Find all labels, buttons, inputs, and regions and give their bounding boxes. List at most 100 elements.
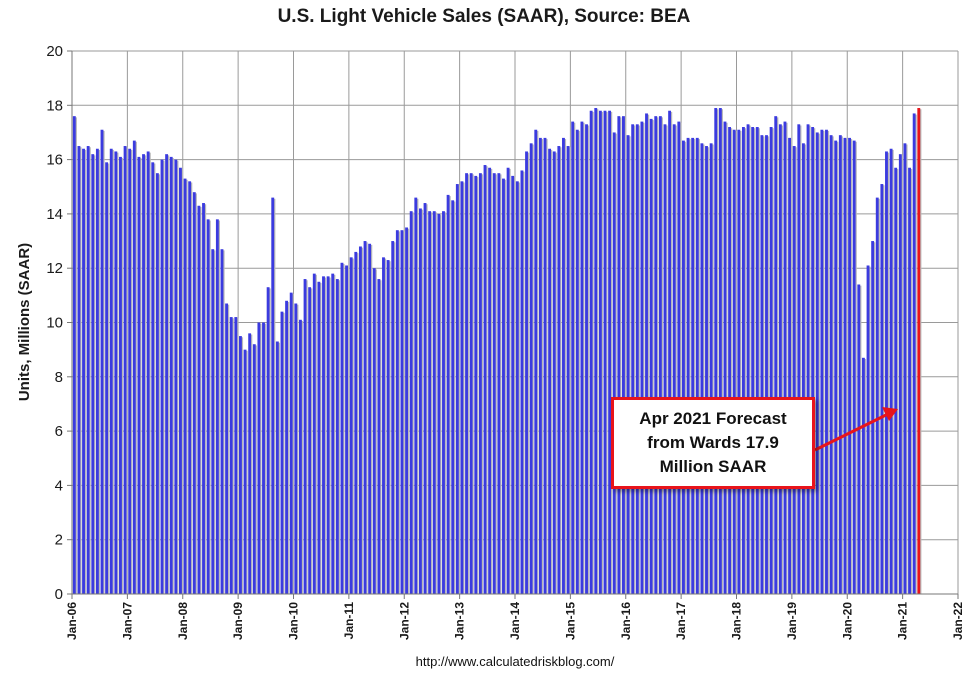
bar bbox=[585, 124, 588, 595]
bar bbox=[714, 108, 718, 594]
bar bbox=[266, 287, 270, 594]
bar bbox=[165, 154, 169, 595]
x-tick-label: Jan-20 bbox=[840, 602, 854, 640]
bar bbox=[372, 268, 376, 594]
bar bbox=[525, 151, 528, 594]
bar bbox=[571, 121, 575, 594]
bar bbox=[603, 110, 607, 594]
bar bbox=[95, 148, 99, 595]
bar bbox=[543, 137, 547, 594]
bar bbox=[488, 167, 492, 594]
bar bbox=[612, 132, 616, 594]
bar bbox=[871, 241, 875, 595]
bar bbox=[377, 279, 381, 594]
y-tick-label: 20 bbox=[46, 43, 63, 60]
bar bbox=[506, 167, 510, 594]
bar bbox=[442, 211, 445, 594]
bar bbox=[146, 151, 150, 594]
bar bbox=[345, 265, 348, 594]
bar bbox=[668, 110, 672, 594]
bar bbox=[368, 243, 372, 594]
bar bbox=[852, 140, 856, 594]
bar bbox=[898, 154, 902, 595]
bar bbox=[478, 173, 482, 595]
y-tick-label: 12 bbox=[46, 260, 63, 277]
x-tick-label: Jan-11 bbox=[342, 602, 356, 640]
bar bbox=[778, 124, 782, 595]
bar bbox=[672, 124, 676, 595]
bar bbox=[275, 341, 279, 594]
bar bbox=[705, 146, 708, 594]
source-url: http://www.calculatedriskblog.com/ bbox=[415, 654, 615, 669]
bar bbox=[765, 135, 768, 595]
bar bbox=[760, 135, 764, 595]
bar bbox=[423, 203, 427, 595]
annotation-arrow bbox=[814, 407, 898, 452]
bar bbox=[825, 129, 828, 595]
bar bbox=[806, 124, 810, 595]
bar bbox=[741, 127, 745, 595]
bar bbox=[875, 197, 879, 595]
bar bbox=[640, 121, 644, 594]
bar bbox=[298, 319, 302, 594]
x-tick-label: Jan-13 bbox=[453, 602, 467, 640]
bar bbox=[649, 118, 653, 594]
bar bbox=[502, 178, 505, 595]
bar bbox=[538, 137, 542, 594]
bar bbox=[386, 260, 390, 594]
bar bbox=[119, 156, 122, 594]
bar bbox=[769, 127, 773, 595]
bar bbox=[160, 159, 164, 594]
bar bbox=[529, 143, 533, 594]
x-tick-labels: Jan-06 Jan-07 Jan-08 Jan-09 Jan-10 Jan-11 Jan-… bbox=[65, 602, 965, 640]
bar bbox=[151, 162, 155, 594]
bar bbox=[77, 146, 81, 594]
bar bbox=[202, 203, 205, 595]
bar bbox=[474, 175, 478, 594]
x-tick-label: Jan-18 bbox=[730, 602, 744, 640]
bar bbox=[497, 173, 501, 595]
bar bbox=[155, 173, 159, 595]
y-axis-label: Units, Millions (SAAR) bbox=[16, 243, 33, 401]
x-tick-label: Jan-12 bbox=[397, 602, 411, 640]
bar bbox=[589, 110, 593, 594]
x-tick-label: Jan-09 bbox=[231, 602, 245, 640]
bar bbox=[686, 137, 690, 594]
bar bbox=[562, 137, 565, 594]
bar bbox=[635, 124, 639, 595]
arrow-head bbox=[882, 407, 898, 421]
bar bbox=[137, 156, 141, 594]
bar bbox=[511, 175, 515, 594]
bar bbox=[446, 194, 450, 594]
bar bbox=[428, 211, 432, 594]
bar bbox=[663, 124, 667, 595]
bar bbox=[354, 251, 358, 594]
bar bbox=[622, 116, 625, 594]
bar bbox=[751, 127, 755, 595]
y-tick-label: 10 bbox=[46, 315, 63, 332]
bar bbox=[774, 116, 778, 594]
bar bbox=[123, 146, 127, 594]
bar bbox=[252, 344, 256, 594]
bar bbox=[580, 121, 584, 594]
bar bbox=[86, 146, 90, 594]
bar bbox=[737, 129, 741, 595]
bar bbox=[732, 129, 736, 595]
bar bbox=[418, 208, 422, 594]
bar bbox=[395, 230, 399, 594]
bar bbox=[658, 116, 662, 594]
bar bbox=[723, 121, 727, 594]
bar bbox=[142, 154, 145, 595]
bar bbox=[432, 211, 436, 594]
bar bbox=[192, 192, 196, 594]
bar bbox=[645, 113, 648, 594]
bar bbox=[188, 181, 192, 594]
bar bbox=[382, 257, 385, 594]
bar bbox=[414, 197, 418, 595]
bar bbox=[566, 146, 570, 594]
bar bbox=[728, 127, 732, 595]
bar bbox=[552, 151, 556, 594]
bar bbox=[294, 303, 298, 594]
y-tick-label: 4 bbox=[55, 477, 63, 494]
